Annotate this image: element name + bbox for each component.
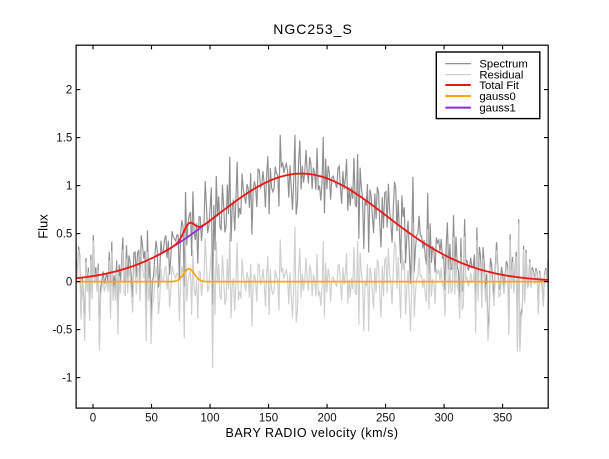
- svg-text:200: 200: [318, 412, 337, 424]
- svg-text:-1: -1: [62, 373, 72, 385]
- svg-text:150: 150: [259, 412, 278, 424]
- svg-text:50: 50: [145, 412, 158, 424]
- svg-text:1.5: 1.5: [56, 133, 72, 145]
- svg-text:-0.5: -0.5: [52, 325, 72, 337]
- svg-text:gauss1: gauss1: [479, 102, 515, 114]
- svg-text:Residual: Residual: [479, 69, 523, 81]
- svg-text:350: 350: [493, 412, 512, 424]
- svg-text:250: 250: [376, 412, 395, 424]
- svg-text:0.5: 0.5: [56, 229, 72, 241]
- svg-text:0: 0: [90, 412, 96, 424]
- svg-text:300: 300: [435, 412, 454, 424]
- svg-text:BARY RADIO velocity (km/s): BARY RADIO velocity (km/s): [226, 426, 399, 440]
- svg-text:2: 2: [66, 85, 72, 97]
- svg-text:gauss0: gauss0: [479, 91, 515, 103]
- svg-text:Total Fit: Total Fit: [479, 80, 519, 92]
- svg-text:Flux: Flux: [36, 214, 51, 239]
- svg-text:0: 0: [66, 277, 72, 289]
- svg-text:NGC253_S: NGC253_S: [273, 21, 353, 37]
- svg-text:100: 100: [200, 412, 219, 424]
- svg-text:Spectrum: Spectrum: [479, 58, 527, 70]
- svg-text:1: 1: [66, 181, 72, 193]
